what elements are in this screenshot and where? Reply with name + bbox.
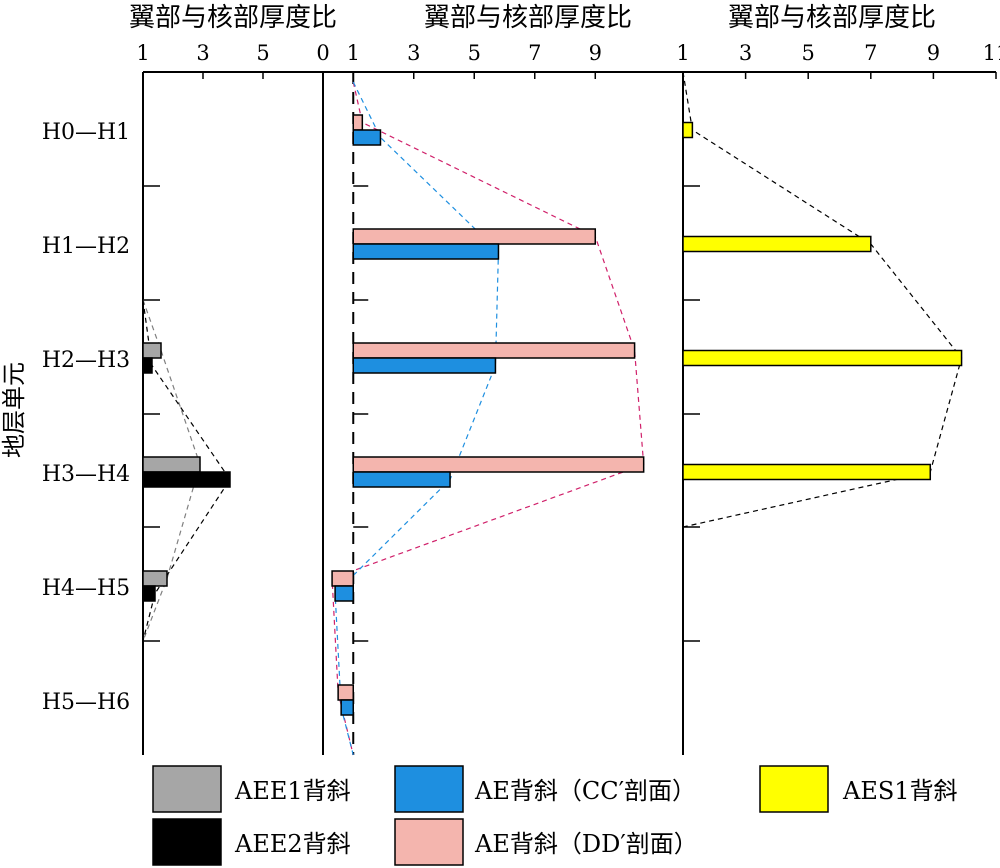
x-tick-label: 9 [927, 41, 940, 65]
connector-aes1 [682, 71, 963, 528]
bar-1-2 [142, 357, 153, 374]
legend-label-aee2: AEE2背斜 [234, 830, 351, 858]
bar-2-1 [352, 114, 364, 131]
legend-swatch-aee1 [152, 765, 222, 813]
category-label: H4—H5 [42, 576, 130, 601]
category-labels: H0—H1 H1—H2 H2—H3 H3—H4 H4—H5 H5—H6 [42, 120, 130, 715]
category-label: H5—H6 [42, 690, 130, 715]
bar-3-1 [682, 235, 872, 253]
x-tick-label: 7 [864, 41, 877, 65]
legend-label-aes1: AES1背斜 [842, 777, 958, 805]
panel1-title: 翼部与核部厚度比 [129, 3, 337, 33]
x-tick-label: 5 [256, 41, 269, 65]
bar-2-2 [352, 129, 382, 146]
panel3-title: 翼部与核部厚度比 [728, 3, 936, 33]
bar-2-2 [352, 243, 500, 260]
bar-3-1 [682, 349, 963, 367]
bar-2-2 [352, 357, 497, 374]
x-tick-label: 1 [676, 41, 689, 65]
bar-1-1 [142, 570, 168, 587]
x-tick-label: 11 [983, 41, 1000, 65]
bar-2-1 [352, 456, 645, 473]
category-label: H2—H3 [42, 348, 130, 373]
legend-swatch-ae-dd [394, 818, 464, 866]
legend: AEE1背斜 AE背斜（CC′剖面） AES1背斜 AEE2背斜 AE背斜（DD… [152, 765, 958, 866]
bar-1-1 [142, 456, 201, 473]
axis-ticks: 1350135791357911 [136, 41, 1000, 755]
x-tick-label: 9 [589, 41, 602, 65]
bar-3-1 [682, 463, 932, 481]
x-tick-label: 1 [136, 41, 149, 65]
bar-1-2 [142, 471, 231, 488]
x-tick-label: 0 [316, 41, 329, 65]
x-tick-label: 7 [528, 41, 541, 65]
bar-2-2 [352, 471, 451, 488]
bar-2-2 [334, 585, 355, 602]
bar-2-2 [340, 699, 355, 716]
x-tick-label: 3 [739, 41, 752, 65]
x-tick-label: 5 [468, 41, 481, 65]
bar-2-1 [337, 684, 355, 701]
chart-frame [142, 71, 996, 755]
legend-swatch-ae-cc [394, 765, 464, 813]
legend-label-ae-cc: AE背斜（CC′剖面） [474, 777, 696, 805]
legend-swatch-aes1 [759, 765, 829, 813]
y-axis-label: 地层单元 [0, 362, 28, 458]
bar-2-1 [352, 228, 597, 245]
category-label: H0—H1 [42, 120, 130, 145]
connector-ae-dd [331, 81, 645, 756]
category-label: H3—H4 [42, 462, 130, 487]
bar-2-1 [331, 570, 355, 587]
x-tick-label: 3 [407, 41, 420, 65]
x-tick-label: 5 [802, 41, 815, 65]
connector-lines [142, 71, 963, 756]
legend-label-aee1: AEE1背斜 [234, 777, 351, 805]
bar-3-1 [682, 121, 694, 139]
bar-1-1 [142, 342, 162, 359]
x-tick-label: 3 [196, 41, 209, 65]
category-label: H1—H2 [42, 234, 130, 259]
legend-label-ae-dd: AE背斜（DD′剖面） [474, 830, 698, 858]
connector-ae-cc [334, 81, 500, 756]
bar-2-1 [352, 342, 636, 359]
x-tick-label: 1 [347, 41, 360, 65]
panel2-title: 翼部与核部厚度比 [424, 3, 632, 33]
bar-1-2 [142, 585, 156, 602]
bar-marks [142, 114, 963, 716]
legend-swatch-aee2 [152, 818, 222, 866]
